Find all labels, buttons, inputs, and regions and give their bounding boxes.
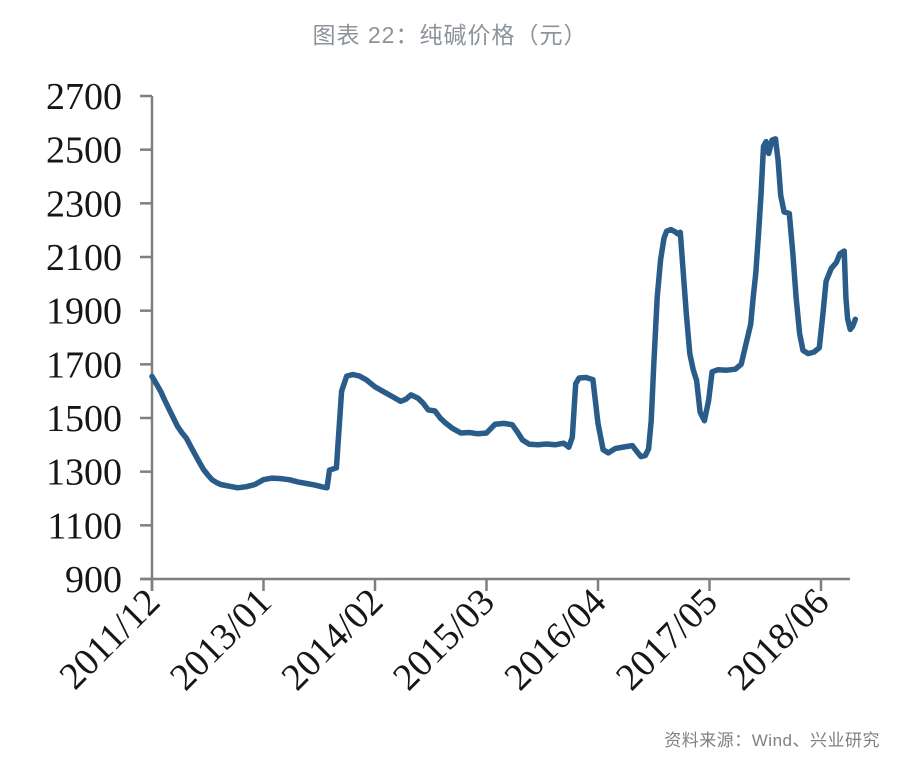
x-tick-label: 2015/03 [385,581,503,699]
y-tick-label: 2300 [46,183,122,225]
source-note: 资料来源：Wind、兴业研究 [664,731,880,750]
x-tick-label: 2017/05 [608,581,726,699]
x-tick-label: 2018/06 [720,581,838,699]
y-tick-label: 1300 [46,452,122,494]
x-tick-label: 2013/01 [162,581,280,699]
price-line [149,136,859,491]
y-tick-label: 1900 [46,291,122,333]
y-tick-label: 2500 [46,130,122,172]
y-tick-label: 1700 [46,344,122,386]
y-tick-label: 1100 [47,505,122,547]
y-tick-label: 2100 [46,237,122,279]
chart-title: 图表 22：纯碱价格（元） [312,22,588,48]
y-tick-label: 1500 [46,398,122,440]
x-tick-label: 2016/04 [497,581,615,699]
y-tick-label: 900 [65,559,122,601]
x-tick-label: 2014/02 [274,581,392,699]
y-tick-label: 2700 [46,76,122,118]
